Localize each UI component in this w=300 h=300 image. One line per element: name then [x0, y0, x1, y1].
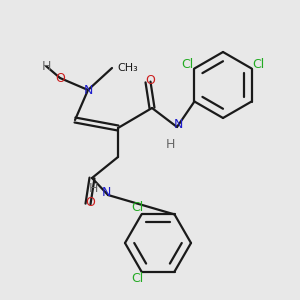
- Text: O: O: [55, 71, 65, 85]
- Text: H: H: [88, 182, 98, 194]
- Text: N: N: [101, 187, 111, 200]
- Text: N: N: [173, 118, 183, 131]
- Text: H: H: [41, 59, 51, 73]
- Text: CH₃: CH₃: [117, 63, 138, 73]
- Text: O: O: [145, 74, 155, 88]
- Text: O: O: [85, 196, 95, 209]
- Text: N: N: [83, 83, 93, 97]
- Text: Cl: Cl: [182, 58, 194, 71]
- Text: Cl: Cl: [131, 201, 144, 214]
- Text: H: H: [165, 139, 175, 152]
- Text: Cl: Cl: [131, 272, 144, 285]
- Text: Cl: Cl: [252, 58, 265, 71]
